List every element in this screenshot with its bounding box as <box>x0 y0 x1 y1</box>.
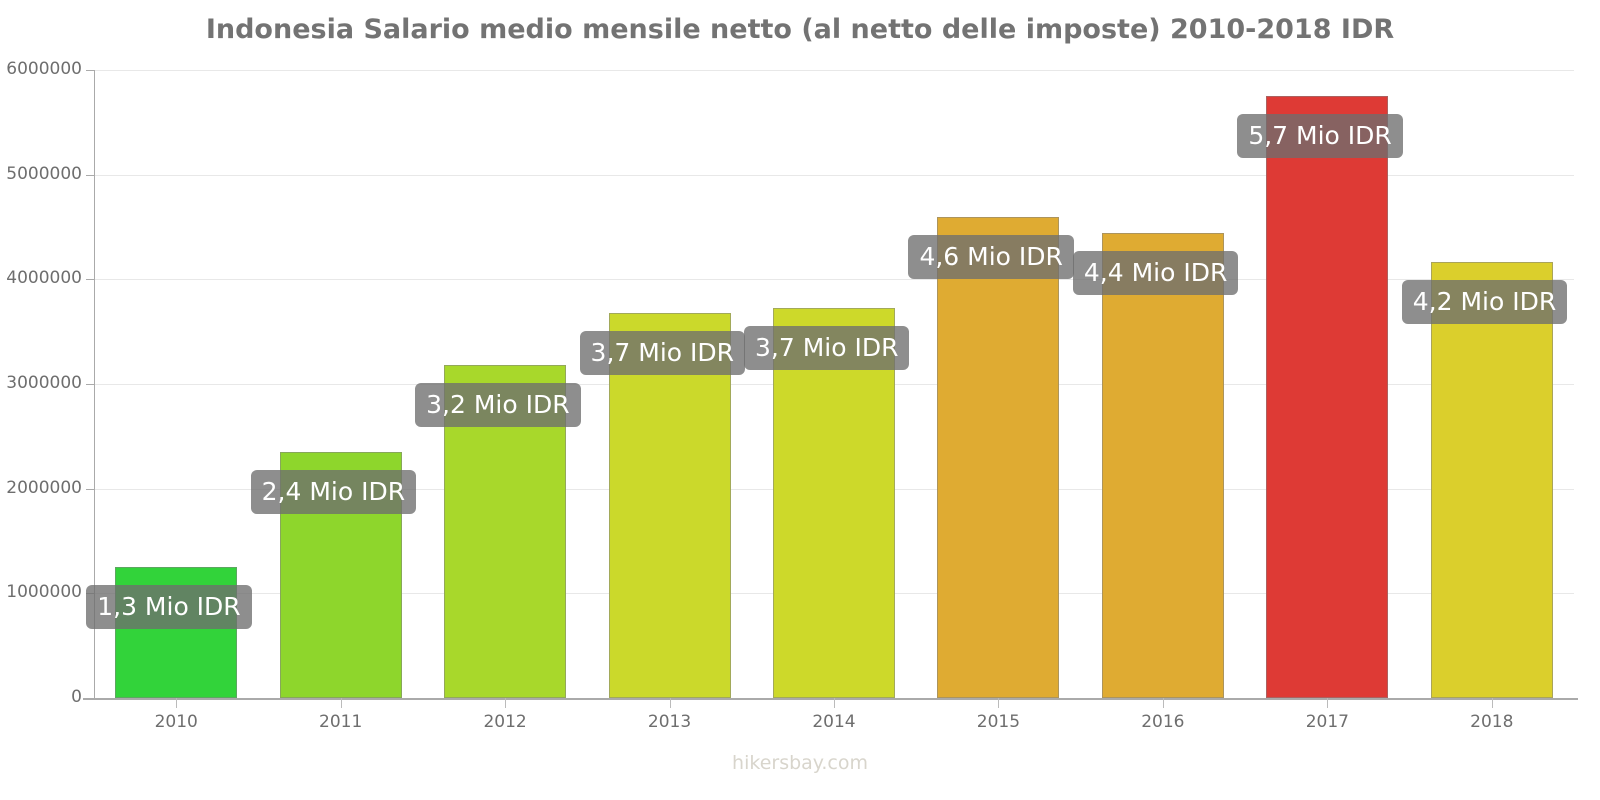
bar[interactable] <box>1430 262 1553 698</box>
x-tick-mark <box>834 698 835 708</box>
y-tick-mark <box>86 488 95 490</box>
y-tick-mark <box>86 70 95 71</box>
x-tick-label: 2015 <box>976 712 1021 732</box>
x-tick-label: 2012 <box>483 712 527 732</box>
y-tick-label: 6000000 <box>6 59 82 79</box>
x-tick-label: 2011 <box>319 712 363 732</box>
x-tick-mark <box>176 698 178 708</box>
x-axis-line <box>83 698 1578 700</box>
x-tick-label: 2010 <box>154 712 198 732</box>
gridline <box>94 279 1574 281</box>
bar[interactable] <box>1101 233 1224 698</box>
y-axis-line <box>94 70 95 698</box>
chart-title: Indonesia Salario medio mensile netto (a… <box>205 14 1395 45</box>
x-tick-mark <box>998 698 1000 708</box>
x-tick-label: 2017 <box>1305 712 1349 732</box>
x-tick-label: 2018 <box>1470 712 1514 732</box>
x-tick-mark <box>1162 698 1164 708</box>
bar-value-label: 4,2 Mio IDR <box>1401 280 1568 325</box>
bar-value-label: 3,7 Mio IDR <box>579 331 746 376</box>
bar[interactable] <box>1266 96 1389 698</box>
x-tick-mark <box>1327 698 1329 708</box>
bar-value-label: 2,4 Mio IDR <box>250 470 417 515</box>
y-tick-mark <box>86 279 95 281</box>
y-tick-label: 2000000 <box>6 477 82 498</box>
bar-value-label: 3,7 Mio IDR <box>744 325 910 370</box>
bar[interactable] <box>937 216 1060 698</box>
x-tick-mark <box>505 698 507 708</box>
bar-value-label: 1,3 Mio IDR <box>86 585 252 630</box>
x-tick-mark <box>669 698 671 708</box>
x-tick-label: 2014 <box>812 712 856 732</box>
y-tick-mark <box>86 174 95 176</box>
y-tick-label: 4000000 <box>6 268 82 289</box>
bar-value-label: 4,4 Mio IDR <box>1072 251 1239 296</box>
y-tick-mark <box>86 384 95 385</box>
y-tick-label: 3000000 <box>6 373 82 393</box>
gridline <box>94 174 1574 176</box>
x-tick-mark <box>1491 698 1493 708</box>
y-tick-label: 0 <box>71 687 82 707</box>
bar-value-label: 4,6 Mio IDR <box>908 234 1074 279</box>
bar-value-label: 3,2 Mio IDR <box>415 383 581 428</box>
x-tick-mark <box>340 698 342 708</box>
x-tick-label: 2016 <box>1141 712 1185 732</box>
footer-credit: hikersbay.com <box>732 752 868 774</box>
y-tick-label: 5000000 <box>6 163 82 184</box>
bar[interactable] <box>608 313 731 698</box>
x-tick-label: 2013 <box>647 712 692 732</box>
bar[interactable] <box>773 307 895 698</box>
y-tick-label: 1000000 <box>6 582 82 603</box>
gridline <box>94 70 1574 71</box>
bar-value-label: 5,7 Mio IDR <box>1237 114 1403 159</box>
